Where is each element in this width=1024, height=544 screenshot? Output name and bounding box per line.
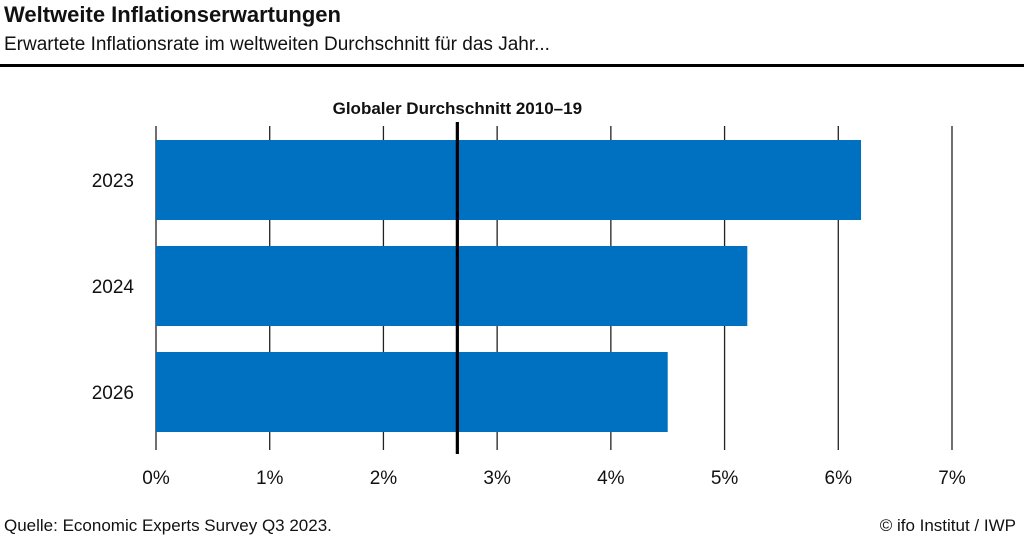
bar-2024 [156,246,748,326]
x-tick-label: 1% [256,468,284,489]
bar-2026 [156,352,668,432]
chart-subtitle: Erwartete Inflationsrate im weltweiten D… [4,34,550,55]
x-tick-label: 2% [370,468,398,489]
x-tick-label: 5% [711,468,739,489]
source-note: Quelle: Economic Experts Survey Q3 2023. [4,516,332,535]
x-tick-label: 0% [142,468,170,489]
copyright-note: © ifo Institut / IWP [879,516,1016,535]
chart-title: Weltweite Inflationserwartungen [4,2,341,27]
category-label: 2024 [92,277,135,298]
x-tick-label: 6% [825,468,853,489]
header-rule [0,64,1024,67]
reference-line-label: Globaler Durchschnitt 2010–19 [333,99,582,118]
x-tick-label: 7% [938,468,966,489]
bar-chart: 2023 2024 2026 0% 1% 2% 3% 4% 5% 6% 7% Globaler Dur… [92,99,966,489]
x-tick-label: 3% [483,468,511,489]
x-tick-label: 4% [597,468,625,489]
bar-2023 [156,140,862,220]
category-label: 2023 [92,171,134,192]
category-label: 2026 [92,383,134,404]
